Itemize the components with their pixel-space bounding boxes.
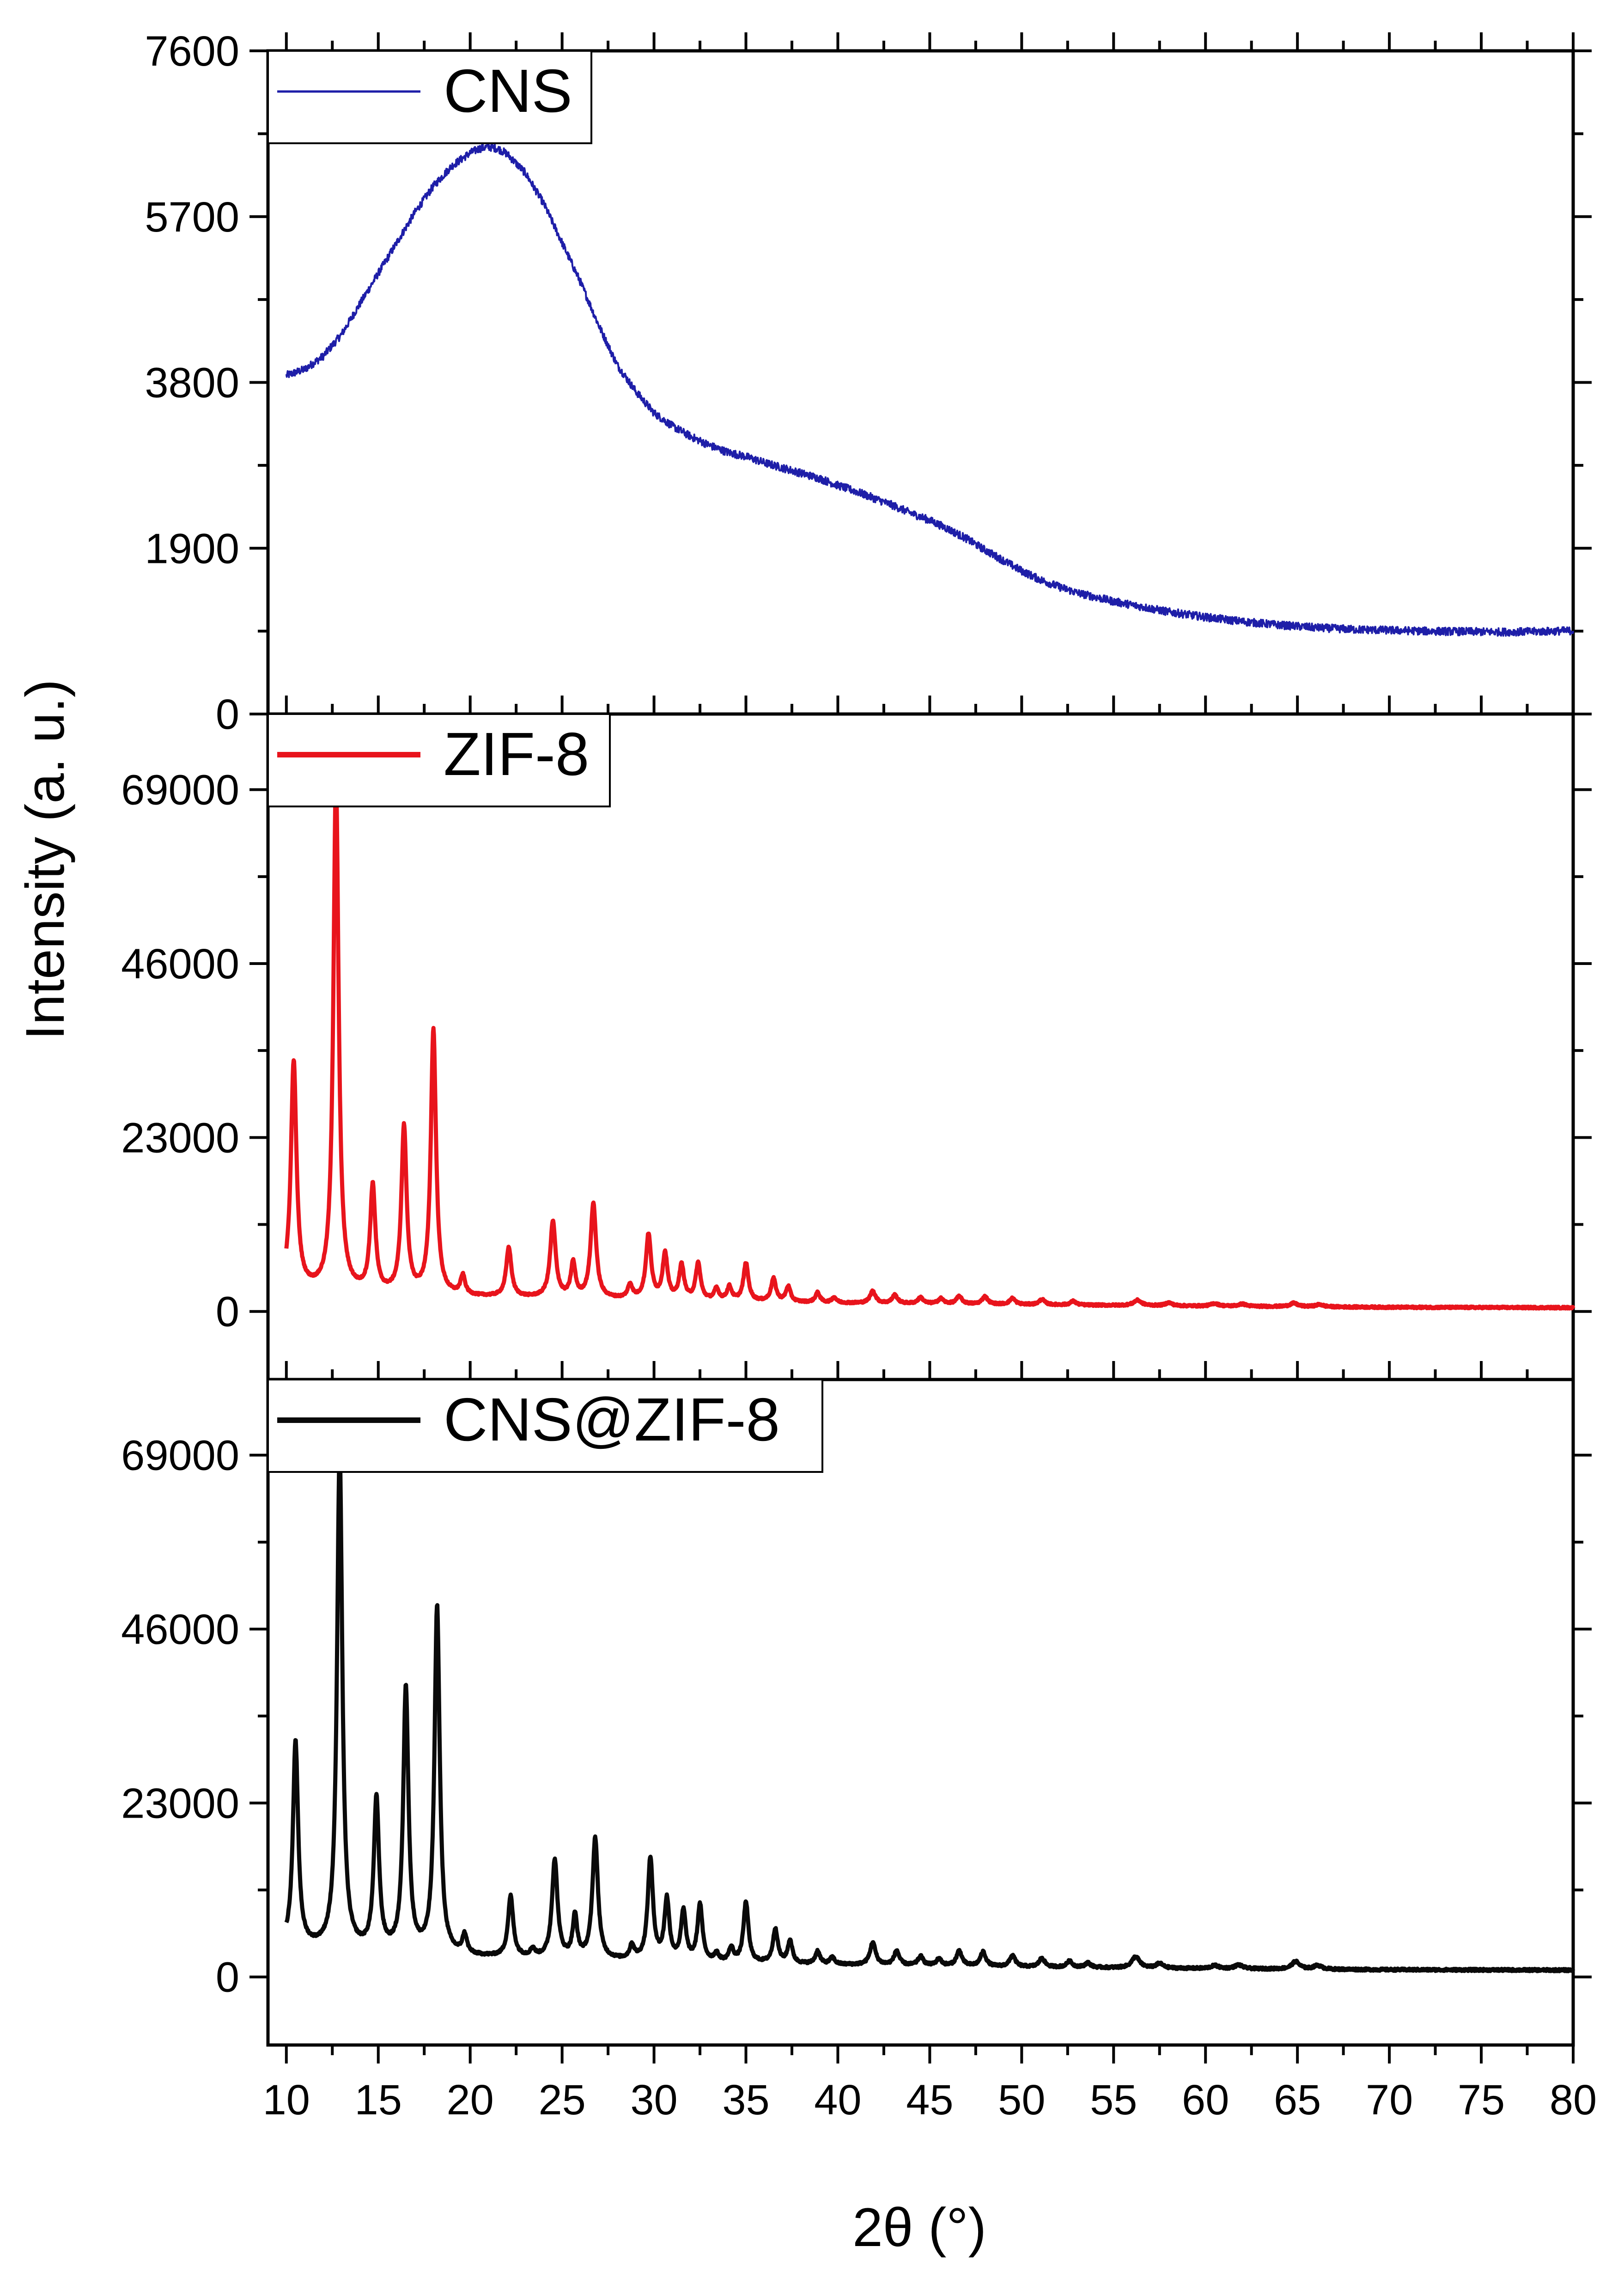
panel-frame (266, 49, 1575, 716)
series-line-cns (285, 142, 1574, 637)
x-axis: 10 15 20 25 30 35 40 45 50 55 60 65 70 75 80 (263, 32, 1597, 2124)
x-tick-label: 10 (263, 2076, 310, 2124)
x-axis-title: 2θ (°) (852, 2197, 986, 2258)
panels-layer: 0 1900 3800 5700 7600 CNS 0 23000 46000 69000 ZIF-… (121, 28, 1592, 2047)
x-tick-label: 75 (1458, 2076, 1505, 2124)
x-tick-label: 55 (1090, 2076, 1137, 2124)
panel-1: 0 1900 3800 5700 7600 CNS (145, 28, 1592, 738)
x-tick-label: 25 (538, 2076, 585, 2124)
legend-label: CNS (444, 57, 572, 125)
y-tick-label: 69000 (121, 767, 239, 814)
y-tick-label: 23000 (121, 1114, 239, 1161)
y-tick-label: 0 (216, 1954, 239, 2001)
x-tick-label: 50 (998, 2076, 1045, 2124)
x-tick-label: 65 (1274, 2076, 1321, 2124)
legend-box (267, 713, 611, 807)
y-tick-label: 23000 (121, 1780, 239, 1827)
x-tick-label: 45 (906, 2076, 953, 2124)
x-tick-label: 60 (1182, 2076, 1229, 2124)
y-tick-label: 3800 (145, 360, 239, 407)
x-tick-label: 15 (355, 2076, 402, 2124)
legend: ZIF-8 (267, 713, 611, 807)
y-axis-title: Intensity (a. u.) (15, 679, 76, 1040)
y-tick-label: 0 (216, 1288, 239, 1336)
y-tick-label: 5700 (145, 194, 239, 241)
y-tick-label: 1900 (145, 525, 239, 572)
x-tick-label: 70 (1366, 2076, 1413, 2124)
x-tick-label: 80 (1550, 2076, 1597, 2124)
y-tick-label: 46000 (121, 940, 239, 988)
legend-box (267, 1379, 823, 1473)
y-tick-label: 46000 (121, 1606, 239, 1653)
y-tick-label: 69000 (121, 1432, 239, 1479)
x-tick-label: 35 (722, 2076, 769, 2124)
legend-label: CNS@ZIF-8 (444, 1386, 780, 1453)
panel-frame (266, 1378, 1575, 2047)
x-tick-label: 30 (630, 2076, 677, 2124)
y-tick-label: 7600 (145, 28, 239, 75)
panel-3: 0 23000 46000 69000 CNS@ZIF-8 (121, 1378, 1592, 2047)
series-line-cns-zif-8 (284, 1447, 1575, 1973)
series-line-zif-8 (284, 774, 1575, 1311)
legend-label: ZIF-8 (444, 720, 589, 788)
legend: CNS@ZIF-8 (267, 1379, 823, 1473)
y-tick-label: 0 (216, 691, 239, 738)
legend: CNS (267, 50, 592, 144)
x-tick-label: 20 (447, 2076, 494, 2124)
x-tick-label: 40 (814, 2076, 861, 2124)
panel-2: 0 23000 46000 69000 ZIF-8 (121, 712, 1592, 1381)
legend-box (267, 50, 592, 144)
